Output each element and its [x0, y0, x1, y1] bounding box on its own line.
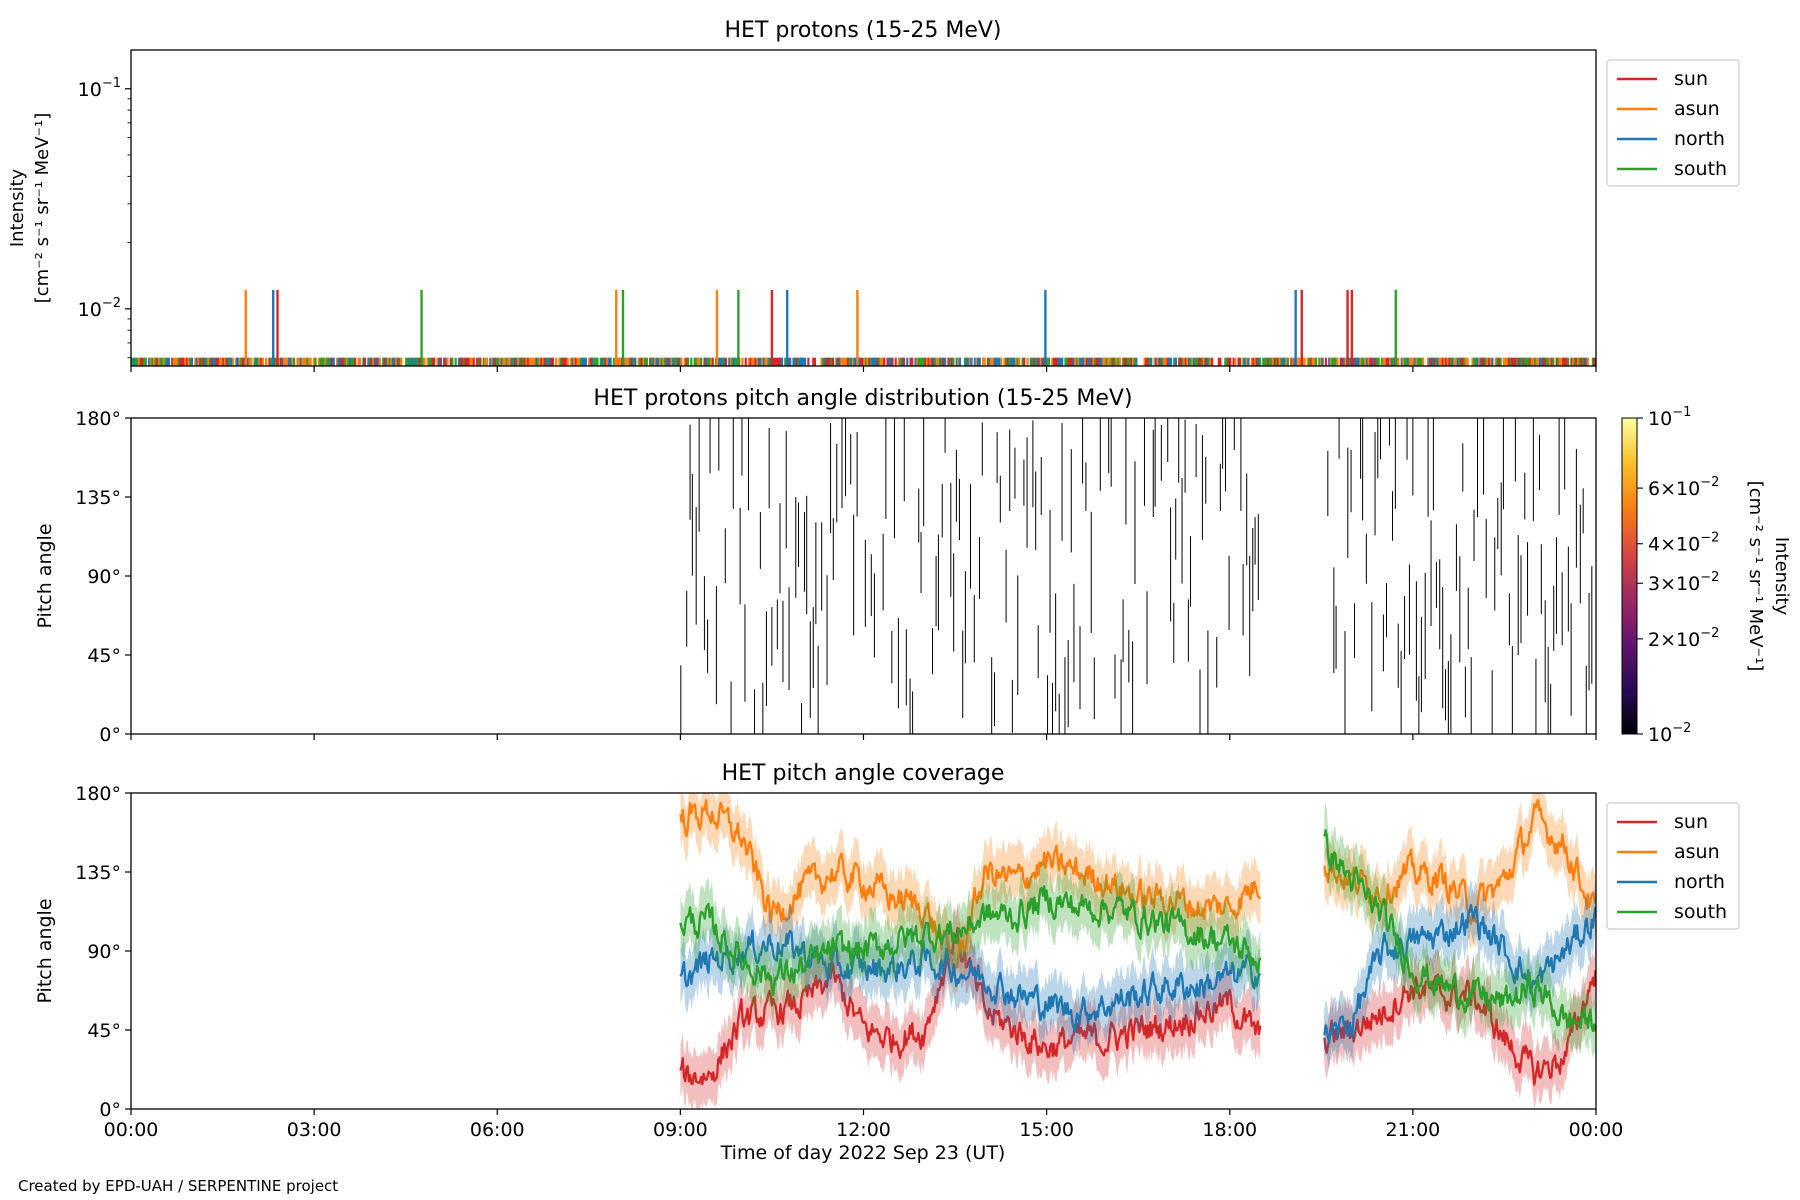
legend-box — [1606, 59, 1740, 187]
panel-intensity: HET protons (15-25 MeV) 10−1 10−2 Intensi… — [7, 18, 1740, 372]
panel2-frame — [130, 417, 1597, 735]
panel-pitch-distribution: HET protons pitch angle distribution (15… — [34, 386, 1792, 746]
panel1-ylabel: Intensity — [7, 168, 28, 247]
legend-label-north: north — [1674, 871, 1725, 893]
x-tick-label: 00:00 — [104, 1119, 159, 1141]
panel2-marks — [680, 418, 1593, 734]
band-sun — [680, 901, 1261, 1109]
colorbar — [1621, 417, 1638, 735]
y-tick-label: 180° — [75, 408, 121, 430]
y-tick-label: 180° — [75, 783, 121, 805]
x-tick-label: 21:00 — [1385, 1119, 1440, 1141]
colorbar-tick-label: 6×10−2 — [1648, 475, 1719, 500]
panel3-ylabel: Pitch angle — [34, 898, 56, 1003]
panel1-marks — [131, 289, 1596, 366]
panel2-title: HET protons pitch angle distribution (15… — [593, 386, 1132, 411]
y-tick-label: 0° — [99, 724, 121, 746]
x-tick-label: 09:00 — [653, 1119, 708, 1141]
y-tick-label: 45° — [87, 645, 121, 667]
colorbar-tick-label: 3×10−2 — [1648, 570, 1719, 595]
y-tick-label: 0° — [99, 1099, 121, 1121]
colorbar-tick-label: 10−1 — [1648, 405, 1691, 430]
credit-text: Created by EPD-UAH / SERPENTINE project — [18, 1177, 338, 1195]
y-tick-label: 10−2 — [78, 296, 121, 321]
panel3-x-ticks: 00:00 03:00 06:00 09:00 12:00 15:00 18:00 21:00… — [104, 1109, 1624, 1141]
legend-label-south: south — [1674, 901, 1727, 923]
panel1-frame — [130, 49, 1597, 367]
colorbar-ticks: 10−1 6×10−2 4×10−2 3×10−2 2×10−2 10−2 — [1637, 405, 1719, 746]
panel1-title: HET protons (15-25 MeV) — [725, 18, 1002, 43]
band-sun — [1324, 943, 1596, 1109]
panel1-x-ticks — [130, 366, 1597, 372]
x-tick-label: 06:00 — [470, 1119, 525, 1141]
panel3-y-ticks: 0° 45° 90° 135° 180° — [75, 783, 131, 1121]
panel1-legend: sun asun north south — [1606, 59, 1740, 187]
y-tick-label: 10−1 — [78, 76, 121, 101]
panel2-ylabel: Pitch angle — [34, 523, 56, 628]
panel2-y-ticks: 0° 45° 90° 135° 180° — [75, 408, 131, 746]
y-tick-label: 45° — [87, 1020, 121, 1042]
y-tick-label: 135° — [75, 862, 121, 884]
colorbar-units: [cm⁻² s⁻¹ sr⁻¹ MeV⁻¹] — [1745, 481, 1766, 672]
panel3-marks — [679, 793, 1596, 1109]
band-north — [680, 904, 1261, 1058]
legend-label-asun: asun — [1674, 98, 1720, 120]
x-tick-label: 03:00 — [287, 1119, 342, 1141]
x-tick-label: 18:00 — [1202, 1119, 1257, 1141]
colorbar-tick-label: 2×10−2 — [1648, 626, 1719, 651]
y-tick-label: 90° — [87, 566, 121, 588]
panel2-x-ticks — [130, 734, 1597, 740]
band-asun — [1324, 793, 1596, 950]
line-south — [1323, 829, 1596, 1033]
legend-label-sun: sun — [1674, 68, 1708, 90]
x-axis-label: Time of day 2022 Sep 23 (UT) — [720, 1142, 1006, 1164]
band-south — [1324, 804, 1596, 1058]
y-tick-label: 135° — [75, 487, 121, 509]
panel1-y-ticks: 10−1 10−2 — [78, 76, 131, 359]
legend-label-north: north — [1674, 128, 1725, 150]
x-tick-label: 15:00 — [1019, 1119, 1074, 1141]
legend-box — [1606, 802, 1740, 930]
panel3-legend: sun asun north south — [1606, 802, 1740, 930]
y-tick-label: 90° — [87, 941, 121, 963]
legend-label-south: south — [1674, 158, 1727, 180]
colorbar-tick-label: 4×10−2 — [1648, 531, 1719, 556]
legend-label-asun: asun — [1674, 841, 1720, 863]
line-north — [1323, 903, 1596, 1044]
x-tick-label: 00:00 — [1569, 1119, 1624, 1141]
panel1-ylabel-units: [cm⁻² s⁻¹ sr⁻¹ MeV⁻¹] — [32, 113, 53, 304]
line-asun — [679, 799, 1262, 976]
panel-pitch-coverage: HET pitch angle coverage 0° 45° 90° 135° 180… — [34, 761, 1740, 1141]
line-north — [679, 929, 1262, 1033]
band-south — [680, 859, 1261, 1022]
legend-label-sun: sun — [1674, 811, 1708, 833]
x-tick-label: 12:00 — [836, 1119, 891, 1141]
panel3-title: HET pitch angle coverage — [722, 761, 1005, 786]
colorbar-tick-label: 10−2 — [1648, 721, 1691, 746]
line-asun — [1323, 798, 1596, 925]
line-south — [679, 885, 1262, 997]
colorbar-label: Intensity — [1771, 537, 1792, 616]
